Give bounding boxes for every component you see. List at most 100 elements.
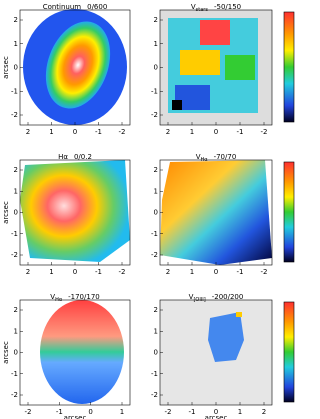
x-tick-label: -1 xyxy=(95,128,102,136)
title-range: -50/150 xyxy=(214,3,241,11)
y-tick-label: -2 xyxy=(151,391,158,399)
y-tick-label: 2 xyxy=(154,306,158,314)
x-tick-label: -2 xyxy=(119,268,126,276)
title-range: 0/0.2 xyxy=(74,153,92,161)
y-tick-label: 1 xyxy=(14,187,18,195)
y-tick-label: -1 xyxy=(11,230,18,238)
x-tick-label: 2 xyxy=(166,268,170,276)
title-name: V xyxy=(189,293,194,301)
x-tick-label: 2 xyxy=(262,408,266,416)
x-tick-label: -1 xyxy=(189,408,196,416)
y-tick-label: -2 xyxy=(151,111,158,119)
map xyxy=(225,55,255,80)
x-tick-label: 2 xyxy=(26,268,30,276)
x-tick-label: 0 xyxy=(214,408,218,416)
y-tick-label: 1 xyxy=(14,327,18,335)
title-range: -70/70 xyxy=(214,153,237,161)
x-tick-label: -2 xyxy=(25,408,32,416)
colorbar xyxy=(283,11,295,123)
map xyxy=(20,160,130,262)
y-tick-label: 1 xyxy=(14,40,18,48)
x-tick-label: 1 xyxy=(190,268,194,276)
x-tick-label: -1 xyxy=(56,408,63,416)
y-tick-label: 0 xyxy=(14,209,18,217)
x-tick-label: 0 xyxy=(73,128,77,136)
map xyxy=(160,160,272,265)
x-tick-label: -1 xyxy=(95,268,102,276)
y-tick-label: -1 xyxy=(151,230,158,238)
y-tick-label: -1 xyxy=(151,370,158,378)
map xyxy=(172,100,182,110)
panel-title: VHα -70/70 xyxy=(196,153,237,163)
y-tick-label: 2 xyxy=(14,166,18,174)
title-range: 0/600 xyxy=(87,3,107,11)
panel-title: Hα 0/0.2 xyxy=(58,153,92,161)
map xyxy=(200,20,230,45)
y-tick-label: 0 xyxy=(154,209,158,217)
x-tick-label: 0 xyxy=(73,268,77,276)
title-sub: Hα xyxy=(201,157,209,163)
title-name: Hα xyxy=(58,153,68,161)
y-tick-label: -2 xyxy=(151,251,158,259)
x-axis-label: arcsec xyxy=(64,414,87,419)
y-tick-label: -2 xyxy=(11,391,18,399)
figure: Continuum 0/600 2 1 0 -1 -2 2 1 0 -1 -2 arcsec Vstars… xyxy=(2,3,295,419)
panel-title: V[OIII] -200/200 xyxy=(189,293,244,303)
y-tick-label: -1 xyxy=(11,370,18,378)
panel-title: Continuum 0/600 xyxy=(43,3,108,11)
y-axis-label: arcsec xyxy=(2,56,10,79)
y-tick-label: 2 xyxy=(14,306,18,314)
x-tick-label: -2 xyxy=(261,268,268,276)
title-name: Continuum xyxy=(43,3,82,11)
x-tick-label: -2 xyxy=(165,408,172,416)
title-name: V xyxy=(50,293,55,301)
title-sub: [OIII] xyxy=(193,297,205,303)
y-tick-label: 0 xyxy=(14,349,18,357)
y-tick-label: -1 xyxy=(11,87,18,95)
map xyxy=(208,312,244,362)
panel-title: VHα -170/170 xyxy=(50,293,99,303)
map xyxy=(180,50,220,75)
title-sub: Hα xyxy=(55,297,63,303)
y-tick-label: 1 xyxy=(154,327,158,335)
y-tick-label: 0 xyxy=(154,349,158,357)
title-range: -200/200 xyxy=(212,293,244,301)
maps xyxy=(20,9,295,405)
x-tick-label: 2 xyxy=(26,128,30,136)
y-tick-label: 2 xyxy=(154,166,158,174)
x-tick-label: 1 xyxy=(120,408,124,416)
y-tick-label: 1 xyxy=(154,40,158,48)
x-tick-label: -1 xyxy=(237,268,244,276)
title-sub: stars xyxy=(196,7,209,13)
y-tick-label: 2 xyxy=(154,16,158,24)
y-axis-label: arcsec xyxy=(2,341,10,364)
panel-title: Vstars -50/150 xyxy=(191,3,241,13)
title-range: -170/170 xyxy=(68,293,100,301)
x-tick-label: -1 xyxy=(237,128,244,136)
colorbar xyxy=(283,301,295,403)
x-tick-label: 0 xyxy=(214,128,218,136)
x-tick-label: 2 xyxy=(166,128,170,136)
x-tick-label: -2 xyxy=(261,128,268,136)
y-axis-label: arcsec xyxy=(2,201,10,224)
map xyxy=(40,300,124,404)
x-tick-label: -2 xyxy=(119,128,126,136)
x-axis-label: arcsec xyxy=(205,414,228,419)
y-tick-label: 0 xyxy=(154,64,158,72)
y-tick-label: 2 xyxy=(14,16,18,24)
colorbar xyxy=(283,161,295,263)
y-tick-label: -1 xyxy=(151,87,158,95)
y-tick-label: 1 xyxy=(154,187,158,195)
x-tick-label: 0 xyxy=(214,268,218,276)
map xyxy=(236,312,242,317)
y-tick-label: 0 xyxy=(14,64,18,72)
x-tick-label: 1 xyxy=(49,268,53,276)
x-tick-label: 1 xyxy=(190,128,194,136)
x-tick-label: 1 xyxy=(49,128,53,136)
title-name: V xyxy=(196,153,201,161)
x-tick-label: 1 xyxy=(238,408,242,416)
title-name: V xyxy=(191,3,196,11)
y-tick-label: -2 xyxy=(11,111,18,119)
x-tick-label: 0 xyxy=(88,408,92,416)
map xyxy=(45,21,111,109)
